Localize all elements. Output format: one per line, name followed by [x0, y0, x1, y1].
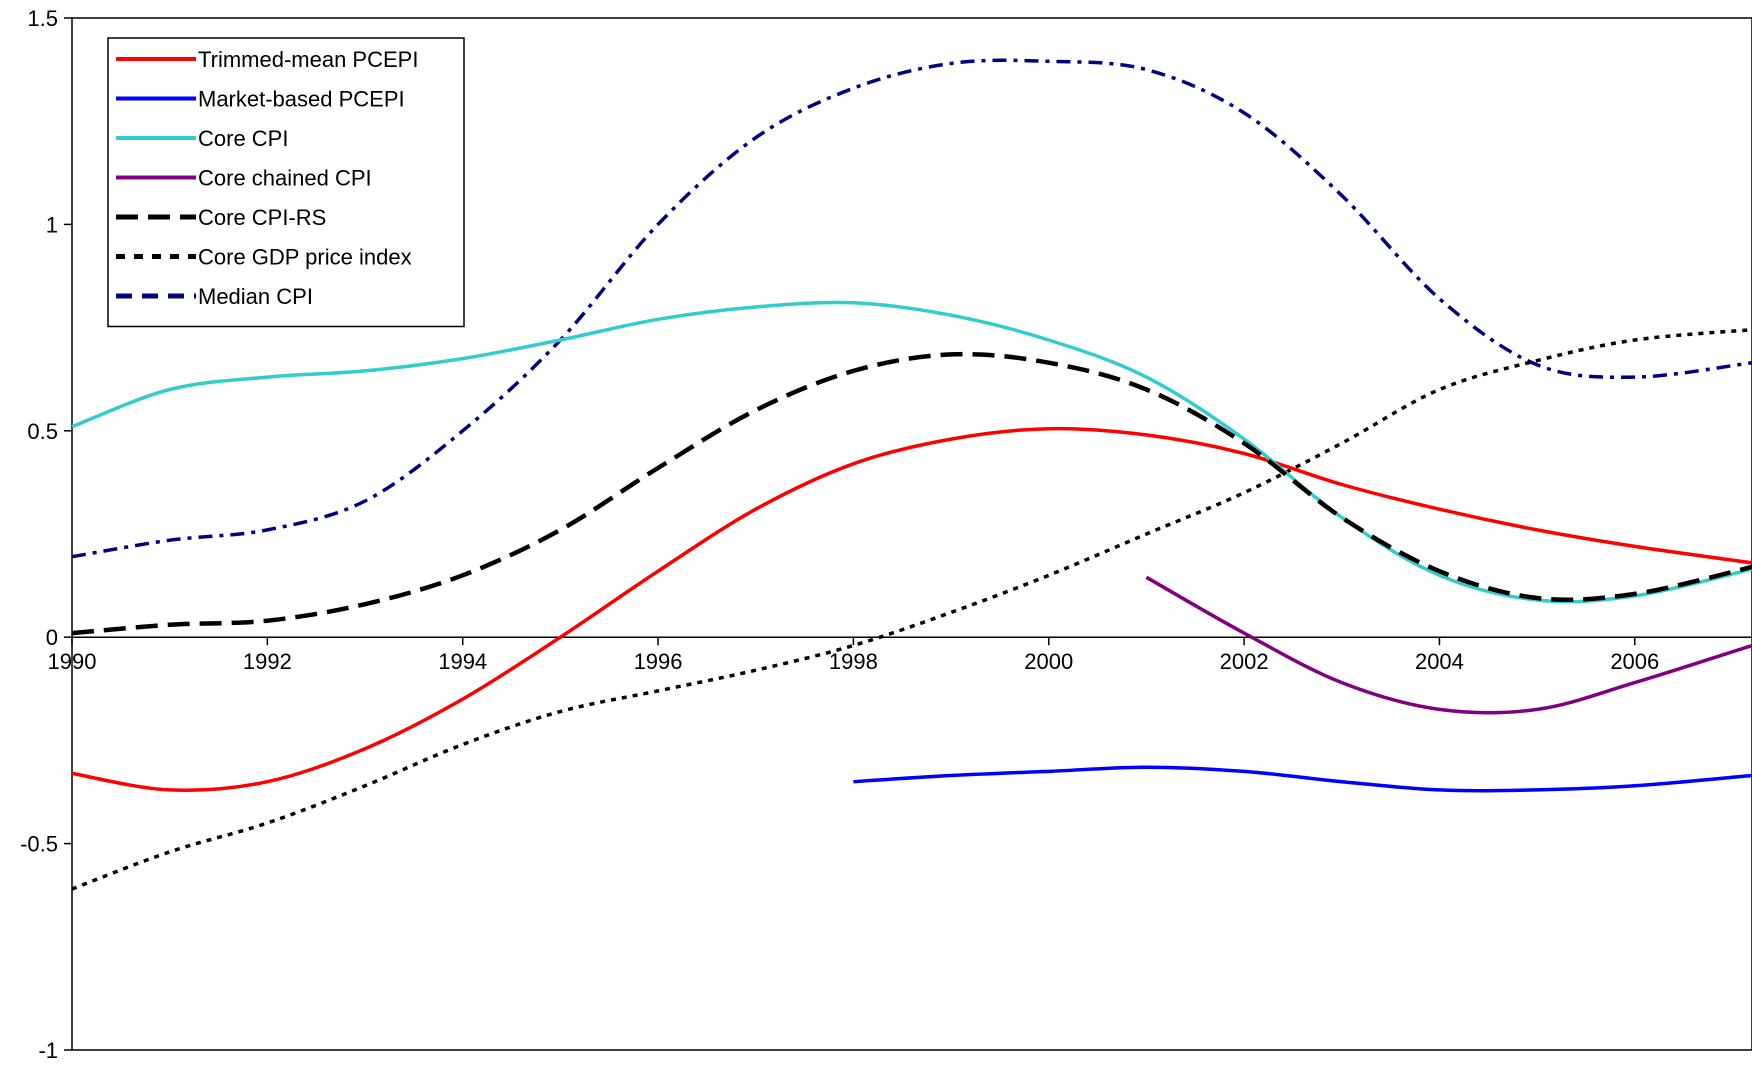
legend-item-core-cpi: Core CPI: [116, 126, 288, 151]
legend-label: Core chained CPI: [198, 166, 372, 191]
y-tick-label: -1: [38, 1038, 58, 1063]
legend-label: Median CPI: [198, 284, 313, 309]
x-tick-label: 2002: [1220, 649, 1269, 674]
y-tick-label: 0.5: [27, 419, 58, 444]
series-line-trimmed-mean-pcepi: [71, 426, 1752, 792]
series-line-median-cpi: [71, 58, 1752, 559]
x-tick-label: 1992: [243, 649, 292, 674]
series-line-core-cpi-rs: [71, 351, 1752, 636]
x-tick-label: 2004: [1415, 649, 1464, 674]
legend-box: [107, 37, 465, 328]
legend-label: Core CPI-RS: [198, 205, 326, 230]
y-tick-label: -0.5: [20, 832, 58, 857]
axes: 1.5 1 0.5 0 -0.5 -1 1990 1992 1994 1996 1998 2000 20…: [20, 6, 1752, 1063]
x-tick-label: 2000: [1024, 649, 1073, 674]
legend-item-median-cpi: Median CPI: [116, 284, 313, 309]
series-layer: [71, 58, 1752, 891]
legend-label: Core GDP price index: [198, 245, 412, 270]
plot-frame: [71, 17, 1752, 1051]
x-tick-label: 1990: [48, 649, 97, 674]
legend-label: Core CPI: [198, 126, 288, 151]
series-line-core-chained-cpi: [1145, 575, 1752, 715]
x-tick-label: 2006: [1610, 649, 1659, 674]
legend-item-trimmed-mean-pcepi: Trimmed-mean PCEPI: [116, 47, 418, 72]
series-line-market-based-pcepi: [853, 765, 1752, 793]
legend: Trimmed-mean PCEPI Market-based PCEPI Core…: [107, 37, 465, 328]
legend-item-market-based-pcepi: Market-based PCEPI: [116, 87, 405, 112]
series-line-core-gdp-price-index: [71, 327, 1752, 891]
legend-label: Trimmed-mean PCEPI: [198, 47, 418, 72]
legend-item-core-cpi-rs: Core CPI-RS: [116, 205, 326, 230]
x-tick-label: 1996: [634, 649, 683, 674]
y-tick-label: 0: [46, 625, 58, 650]
x-tick-label: 1994: [438, 649, 487, 674]
series-line-core-cpi: [71, 300, 1752, 604]
y-tick-label: 1: [46, 212, 58, 237]
y-tick-label: 1.5: [27, 6, 58, 31]
legend-item-core-chained-cpi: Core chained CPI: [116, 166, 372, 191]
x-tick-label: 1998: [829, 649, 878, 674]
legend-label: Market-based PCEPI: [198, 87, 405, 112]
legend-item-core-gdp-price-index: Core GDP price index: [116, 245, 412, 270]
